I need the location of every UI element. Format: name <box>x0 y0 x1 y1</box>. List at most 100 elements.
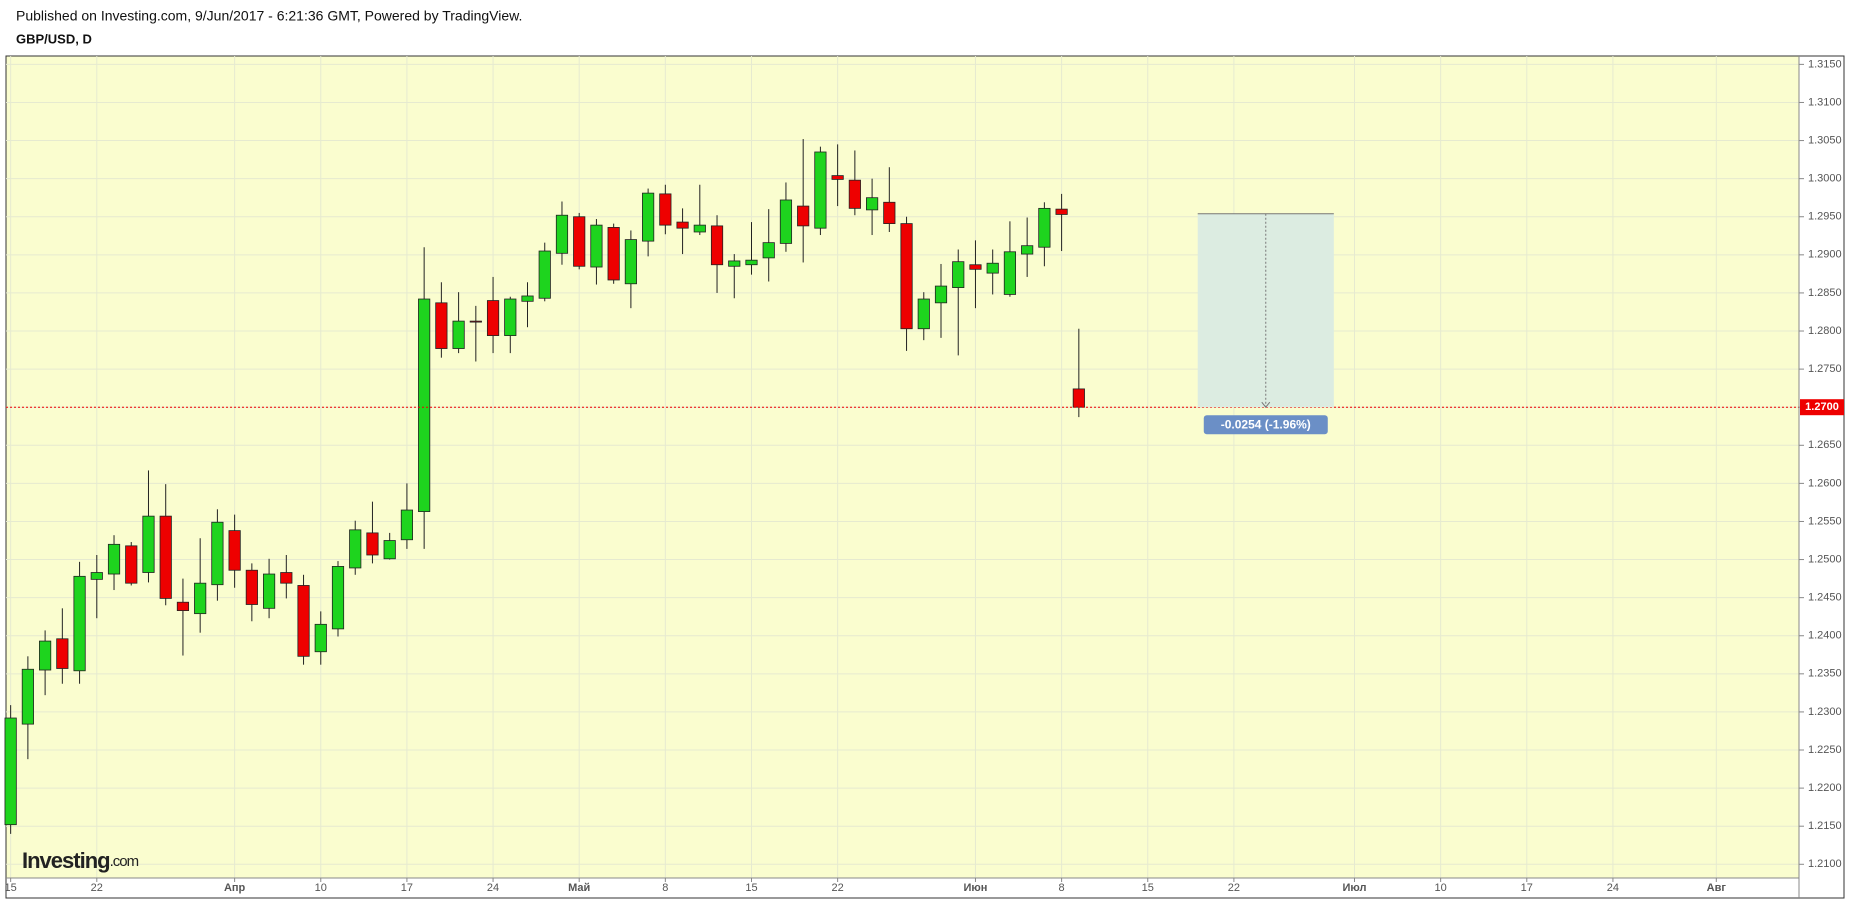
candle-body <box>435 302 448 349</box>
y-tick-label: 1.2550 <box>1808 515 1842 527</box>
y-tick-label: 1.3000 <box>1808 173 1842 185</box>
grid: 1.2100 1.2150 1.2200 1.2250 1.2300 1.2350 1.24… <box>5 56 1842 894</box>
y-tick-label: 1.2400 <box>1808 630 1842 642</box>
chart-frame <box>5 55 1845 899</box>
x-tick-label: 24 <box>487 882 499 894</box>
candle-body <box>280 572 293 584</box>
x-tick-label: 22 <box>91 882 103 894</box>
candle-body <box>211 521 224 586</box>
x-tick-label: 8 <box>1059 882 1065 894</box>
candle-body <box>1021 245 1034 255</box>
last-price-box <box>1800 399 1844 416</box>
overlay: 1.2700 -0.0254 (-1.96%) <box>6 213 1844 435</box>
y-tick-label: 1.2250 <box>1808 744 1842 756</box>
candle-body <box>693 224 706 233</box>
published-note: Published on Investing.com, 9/Jun/2017 -… <box>16 8 522 24</box>
x-tick-label: 15 <box>1142 882 1154 894</box>
candle-body <box>521 295 534 302</box>
candle-body <box>831 175 844 180</box>
candle-body <box>400 509 413 541</box>
candle-body <box>262 573 276 609</box>
candle-body <box>39 640 52 671</box>
y-tick-label: 1.2850 <box>1808 287 1842 299</box>
candle-body <box>452 320 465 349</box>
candle-body <box>607 227 620 281</box>
candle-body <box>366 532 379 556</box>
y-tick-label: 1.2650 <box>1808 439 1842 451</box>
x-tick-label: 17 <box>1521 882 1533 894</box>
candle-body <box>194 582 207 615</box>
candle-body <box>314 623 327 653</box>
candle-body <box>848 179 861 209</box>
x-tick-label: 22 <box>832 882 844 894</box>
x-tick-label: 8 <box>662 882 668 894</box>
y-tick-label: 1.2950 <box>1808 211 1842 223</box>
candle-body <box>900 223 913 330</box>
y-tick-label: 1.2900 <box>1808 249 1842 261</box>
candle-body <box>934 285 948 304</box>
plot-area <box>6 56 1799 878</box>
candle-body <box>659 193 672 226</box>
candle-body <box>969 264 982 270</box>
candle-body <box>538 250 551 299</box>
candle-body <box>642 192 655 242</box>
x-tick-label: 22 <box>1228 882 1240 894</box>
x-tick-label: 17 <box>401 882 413 894</box>
y-tick-label: 1.2350 <box>1808 668 1842 680</box>
candles <box>4 139 1085 834</box>
candle-body <box>883 201 896 224</box>
candle-body <box>1072 388 1085 408</box>
candle-body <box>676 221 689 229</box>
candle-body <box>176 601 190 612</box>
candle-body <box>383 540 396 560</box>
candle-body <box>762 242 775 259</box>
x-tick-label: Апр <box>224 882 246 894</box>
x-tick-label: Июн <box>963 882 987 894</box>
candle-body <box>159 515 172 599</box>
y-tick-label: 1.2450 <box>1808 592 1842 604</box>
candle-body <box>745 259 758 266</box>
candle-body <box>228 530 241 571</box>
candle-body <box>142 515 155 573</box>
candle-body <box>125 545 138 584</box>
candle-body <box>418 298 431 512</box>
candle-body <box>952 261 965 288</box>
y-tick-label: 1.2750 <box>1808 363 1842 375</box>
measure-label: -0.0254 (-1.96%) <box>1221 417 1311 431</box>
last-price-label: 1.2700 <box>1805 401 1839 413</box>
candle-body <box>728 260 741 267</box>
y-tick-label: 1.2800 <box>1808 325 1842 337</box>
symbol-title: GBP/USD, D <box>16 31 92 46</box>
candle-body <box>245 569 258 605</box>
candle-body <box>779 199 793 244</box>
candle-body <box>555 214 569 254</box>
candle-body <box>297 585 310 657</box>
candle-body <box>56 638 69 669</box>
y-tick-label: 1.2200 <box>1808 782 1842 794</box>
y-tick-label: 1.2300 <box>1808 706 1842 718</box>
candle-body <box>504 298 517 336</box>
x-tick-label: Июл <box>1342 882 1366 894</box>
watermark-brand: Investing <box>22 848 110 873</box>
candle-body <box>349 529 362 569</box>
candle-body <box>1003 251 1017 295</box>
y-tick-label: 1.3150 <box>1808 58 1842 70</box>
watermark: Investing.com <box>22 848 139 873</box>
candle-body <box>1055 208 1068 215</box>
candle-body <box>1038 207 1051 248</box>
x-tick-label: 15 <box>745 882 757 894</box>
candle-body <box>814 151 827 229</box>
candle-body <box>4 717 17 826</box>
x-tick-label: 15 <box>5 882 17 894</box>
y-tick-label: 1.3050 <box>1808 134 1842 146</box>
candle-body <box>866 197 879 211</box>
x-tick-label: 10 <box>1435 882 1447 894</box>
x-tick-label: 10 <box>315 882 327 894</box>
candle-body <box>590 224 603 268</box>
candle-body <box>90 572 103 580</box>
x-tick-label: Май <box>568 882 590 894</box>
y-tick-label: 1.2150 <box>1808 820 1842 832</box>
candle-body <box>917 298 930 330</box>
